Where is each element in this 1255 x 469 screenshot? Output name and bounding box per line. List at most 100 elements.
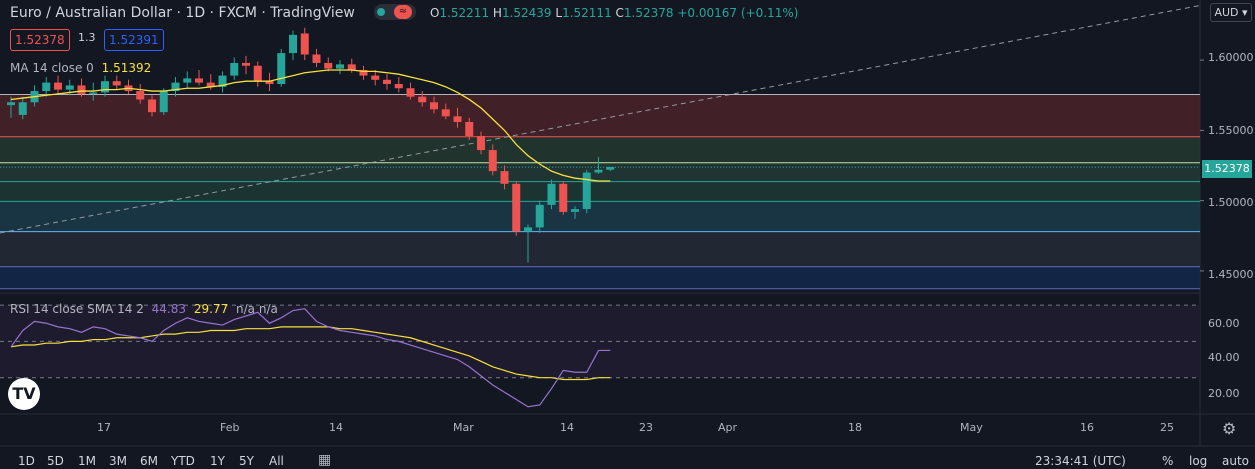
candle-body <box>206 82 215 87</box>
candle-body <box>18 102 27 115</box>
timeframe-1y[interactable]: 1Y <box>210 454 225 468</box>
candle-body <box>300 33 309 55</box>
candle-body <box>289 34 297 54</box>
ma-value: 1.51392 <box>101 61 152 75</box>
date-tick: 16 <box>1080 421 1094 434</box>
price-tick: 1.55000 <box>1208 124 1254 137</box>
timeframe-5d[interactable]: 5D <box>47 454 64 468</box>
candle-body <box>101 81 109 93</box>
rsi-tick: 40.00 <box>1208 351 1240 364</box>
trend-line-segment <box>0 4 1201 234</box>
fib-zone <box>0 94 1200 137</box>
price-tick: 1.50000 <box>1208 196 1254 209</box>
fib-zone <box>0 201 1200 232</box>
timeframe-3m[interactable]: 3M <box>109 454 127 468</box>
buy-button[interactable]: 1.52391 <box>104 29 164 51</box>
candle-body <box>441 109 450 117</box>
date-tick: 23 <box>639 421 653 434</box>
timeframe-1m[interactable]: 1M <box>78 454 96 468</box>
candle-body <box>195 78 203 83</box>
candle-body <box>488 150 497 172</box>
fib-zone <box>0 231 1200 267</box>
candle-body <box>524 227 532 232</box>
candle-body <box>171 82 180 92</box>
candle-body <box>500 171 509 184</box>
candle-body <box>336 64 344 69</box>
candle-body <box>277 53 286 85</box>
candle-body <box>582 172 591 210</box>
candle-body <box>571 209 579 212</box>
symbol-title[interactable]: Euro / Australian Dollar · 1D · FXCM · T… <box>10 5 355 21</box>
fib-zone <box>0 181 1200 202</box>
candle-body <box>606 166 615 170</box>
candle-body <box>406 88 415 97</box>
date-tick: Apr <box>718 421 738 434</box>
candlestick-series <box>7 27 615 263</box>
candle-body <box>324 62 333 69</box>
date-tick: 17 <box>97 421 111 434</box>
current-price-label: 1.52378 <box>1202 160 1252 178</box>
rsi-pane <box>0 304 1200 408</box>
rsi-sma-value: 29.77 <box>193 302 229 316</box>
candle-body <box>54 82 62 90</box>
candle-body <box>136 91 145 100</box>
date-tick: 25 <box>1160 421 1174 434</box>
candle-body <box>430 102 438 110</box>
market-status-toggle[interactable]: ≈ <box>374 4 416 20</box>
candle-body <box>594 169 603 173</box>
date-tick: Feb <box>220 421 240 434</box>
market-open-dot-icon <box>377 8 385 16</box>
tradingview-logo[interactable]: TV <box>8 378 40 410</box>
candle-body <box>559 183 568 212</box>
rsi-tick: 20.00 <box>1208 387 1240 400</box>
ohlc-values: O1.52211 H1.52439 L1.52111 C1.52378 +0.0… <box>430 6 799 20</box>
candle-body <box>265 81 274 85</box>
date-tick: 14 <box>560 421 574 434</box>
candle-body <box>148 99 156 113</box>
candle-body <box>77 85 86 94</box>
price-tick: 1.45000 <box>1208 268 1254 281</box>
date-tick: Mar <box>453 421 474 434</box>
candle-body <box>112 81 121 86</box>
candle-body <box>477 136 485 151</box>
ma-legend[interactable]: MA 14 close 0 1.51392 <box>10 61 151 75</box>
timeframe-5y[interactable]: 5Y <box>239 454 254 468</box>
timeframe-all[interactable]: All <box>269 454 284 468</box>
price-tick: 1.60000 <box>1208 51 1254 64</box>
fib-zone <box>0 266 1200 289</box>
candle-body <box>159 91 168 113</box>
trend-line <box>0 4 1201 234</box>
currency-button[interactable]: AUD ▾ <box>1210 3 1252 22</box>
candle-body <box>512 183 521 232</box>
rsi-legend[interactable]: RSI 14 close SMA 14 2 44.83 29.77 n/a n/… <box>10 302 278 316</box>
percent-toggle[interactable]: % <box>1162 454 1174 468</box>
low-value: 1.52111 <box>562 6 612 20</box>
rsi-label: RSI 14 close SMA 14 2 <box>10 302 144 316</box>
clock-time[interactable]: 23:34:41 (UTC) <box>1035 454 1126 468</box>
rsi-na: n/a n/a <box>236 302 278 316</box>
candle-body <box>218 75 227 87</box>
rsi-tick: 60.00 <box>1208 317 1240 330</box>
rsi-line <box>10 308 611 408</box>
candle-body <box>418 96 427 103</box>
candle-body <box>183 78 192 83</box>
fib-zone <box>0 136 1200 163</box>
date-tick: 18 <box>848 421 862 434</box>
timeframe-1d[interactable]: 1D <box>18 454 35 468</box>
candle-body <box>465 121 474 137</box>
timeframe-ytd[interactable]: YTD <box>171 454 195 468</box>
candle-body <box>230 62 239 76</box>
candle-body <box>312 54 321 63</box>
ma-line <box>10 69 611 182</box>
date-range-calendar-icon[interactable]: ▦ <box>318 452 332 468</box>
open-value: 1.52211 <box>439 6 490 20</box>
timeframe-6m[interactable]: 6M <box>140 454 158 468</box>
close-value: 1.52378 <box>623 6 674 20</box>
sell-button[interactable]: 1.52378 <box>10 29 70 51</box>
auto-toggle[interactable]: auto <box>1222 454 1250 468</box>
settings-gear-icon[interactable]: ⚙ <box>1222 419 1237 438</box>
candle-body <box>535 204 544 228</box>
log-toggle[interactable]: log <box>1189 454 1208 468</box>
wave-icon: ≈ <box>394 5 412 19</box>
